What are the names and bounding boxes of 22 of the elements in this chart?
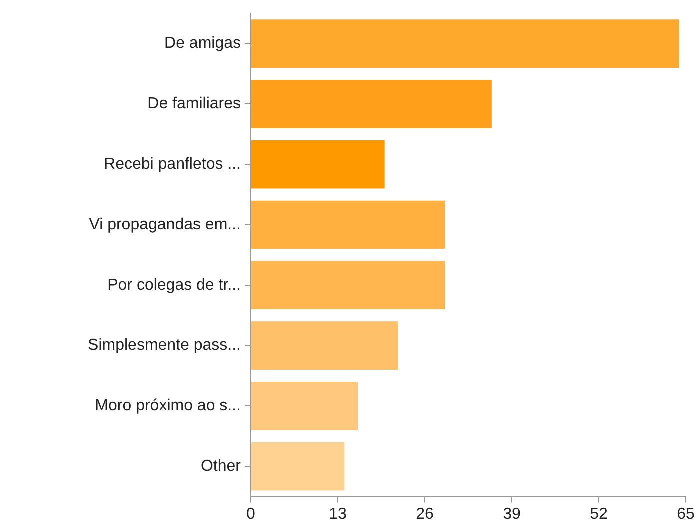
x-tick-label: 0 [246, 506, 256, 523]
bar [252, 200, 446, 250]
bar [252, 20, 680, 68]
x-tick-label: 65 [677, 506, 695, 523]
x-tick-label: 52 [590, 506, 608, 523]
y-tick-label: Recebi panfletos ... [104, 156, 241, 174]
y-tick-label: De familiares [148, 96, 241, 113]
y-tick-label: Moro próximo ao s... [95, 398, 241, 415]
bar [252, 322, 398, 370]
bar [252, 382, 358, 430]
y-tick-label: Por colegas de tr... [108, 276, 241, 294]
bar [252, 261, 446, 310]
x-tick-label: 13 [329, 506, 347, 523]
y-tick-label: Simplesmente pass... [88, 337, 241, 354]
y-tick-label: De amigas [164, 35, 241, 52]
y-tick-label: Other [200, 458, 242, 476]
bar [252, 140, 385, 189]
y-tick-label: Vi propagandas em... [89, 216, 241, 234]
bar [252, 80, 492, 128]
x-tick-label: 39 [503, 506, 521, 523]
x-tick-label: 26 [416, 506, 434, 523]
bar [252, 442, 345, 491]
